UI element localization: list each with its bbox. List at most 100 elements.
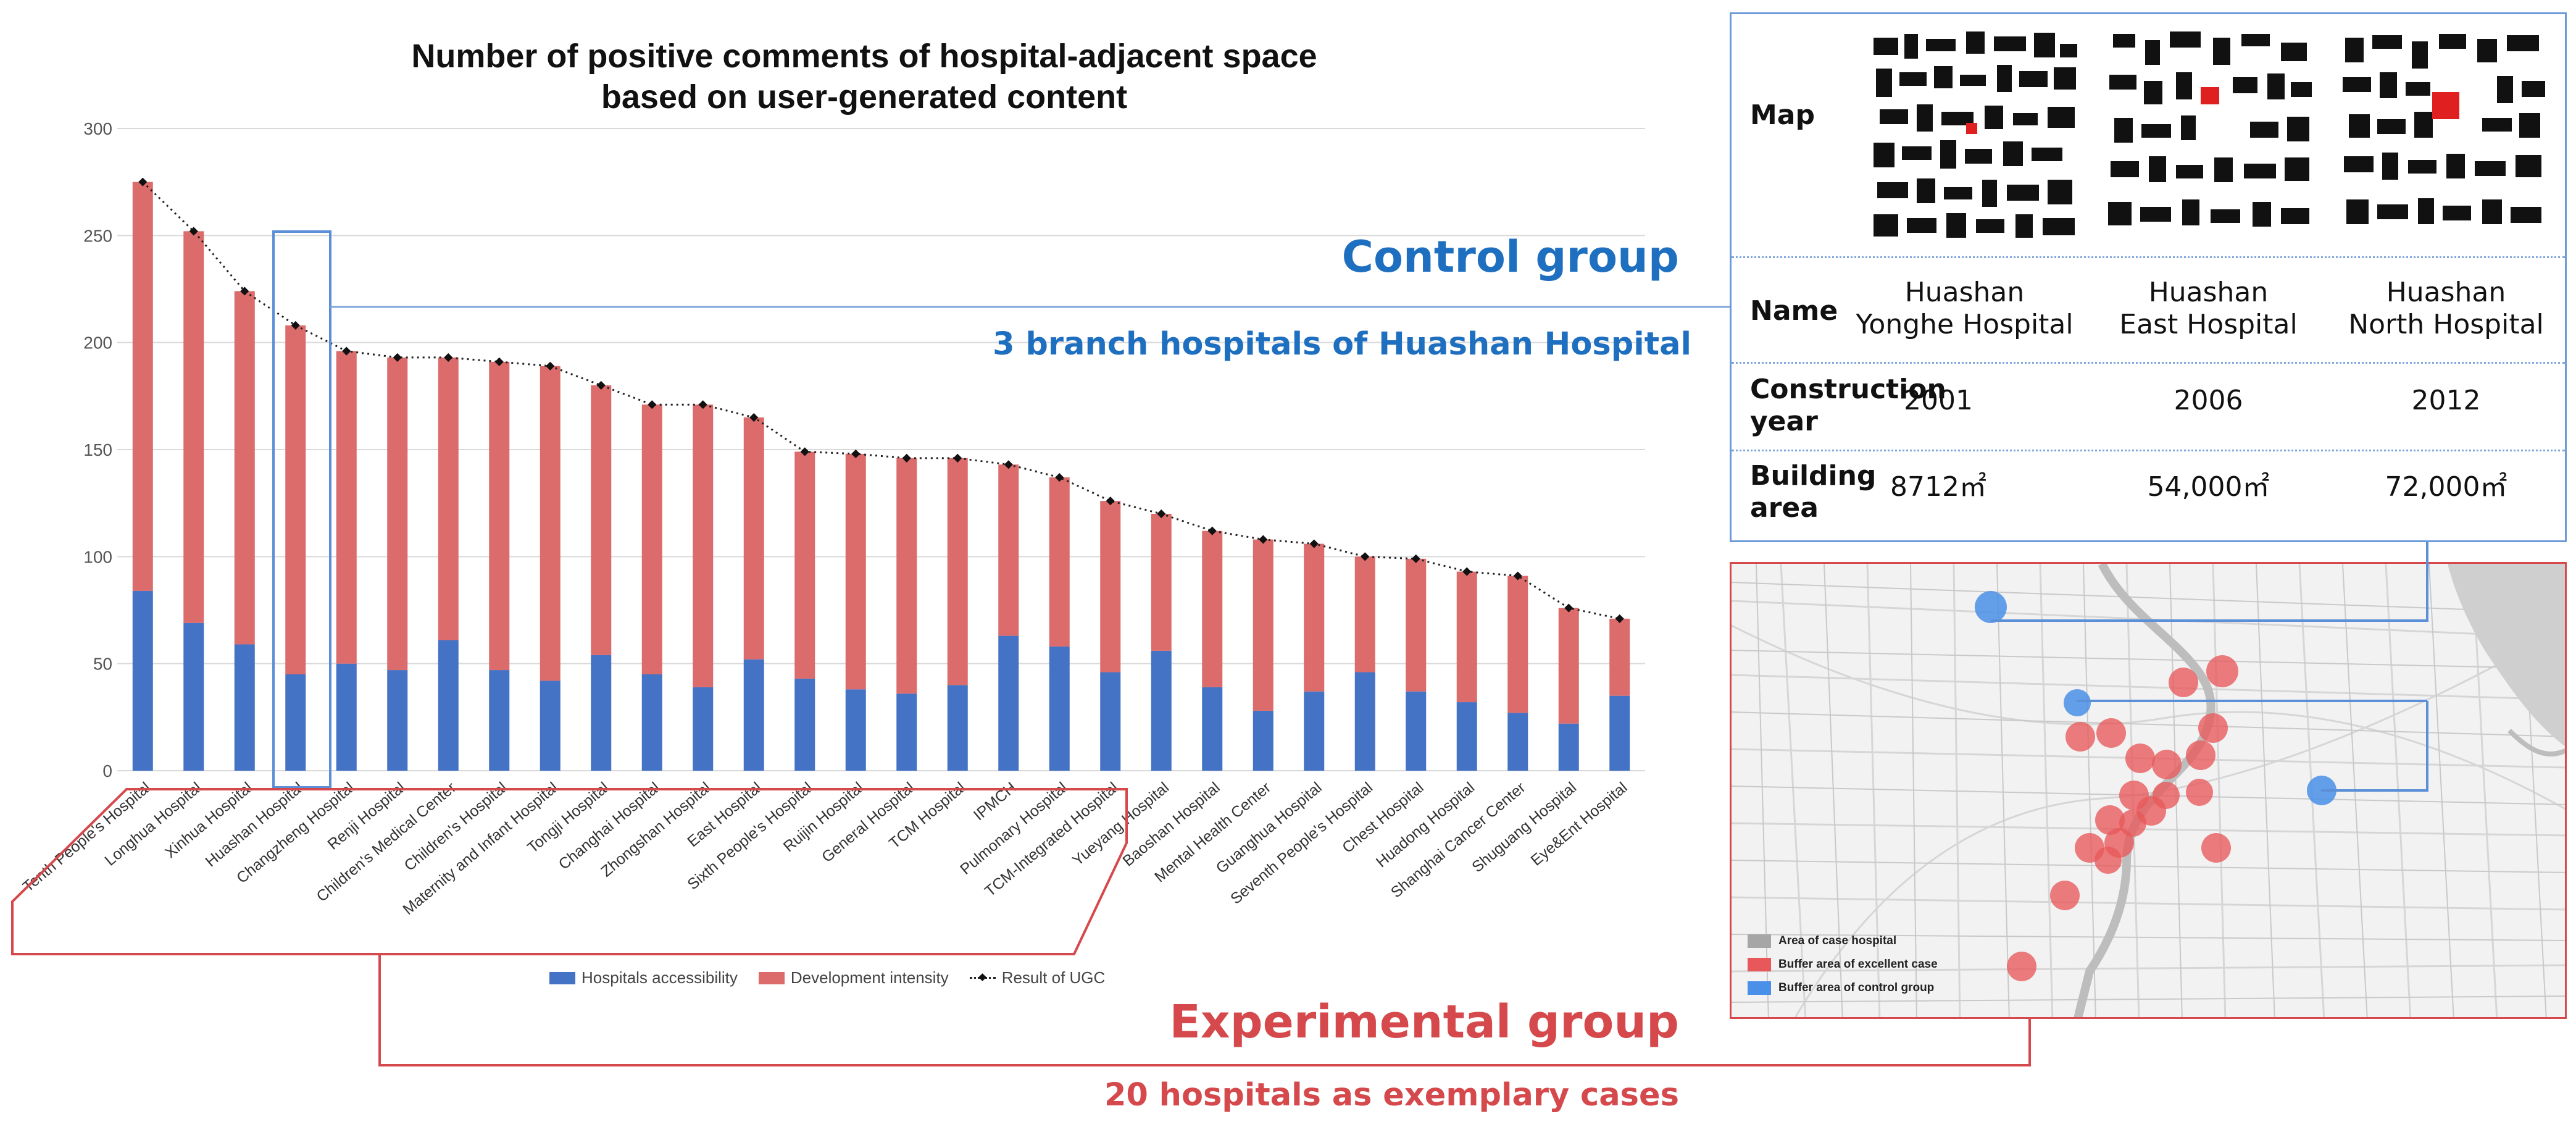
y-axis: 0 50 100 150 200 250 300 <box>83 119 112 781</box>
hospital-name-north-line2: North Hospital <box>2348 309 2544 340</box>
construction-label-line2: year <box>1750 406 1818 437</box>
bar-development-intensity <box>1354 556 1375 672</box>
bar-series <box>132 182 1630 771</box>
bar-development-intensity <box>1151 514 1172 651</box>
ugc-point <box>240 287 249 296</box>
control-group-info-panel: Map <box>1730 12 2567 542</box>
legend-label-ugc: Result of UGC <box>1001 968 1106 987</box>
ugc-point <box>1157 509 1166 519</box>
ugc-point <box>342 346 351 356</box>
table-divider-1 <box>1732 256 2565 258</box>
legend-swatch-blue <box>549 971 575 984</box>
bar-accessibility <box>896 693 917 771</box>
bar-accessibility <box>489 670 510 771</box>
bar-accessibility <box>1253 710 1273 771</box>
bar-accessibility <box>1406 691 1427 771</box>
legend-item-accessibility: Hospitals accessibility <box>549 968 738 987</box>
bar-development-intensity <box>132 182 153 591</box>
ugc-point <box>851 449 861 459</box>
bar-development-intensity <box>1456 571 1477 703</box>
bar-accessibility <box>1558 723 1579 771</box>
map-legend: Area of case hospital Buffer area of exc… <box>1748 929 1938 1000</box>
year-north: 2012 <box>2411 385 2481 416</box>
y-tick-label: 200 <box>83 333 112 353</box>
ugc-point <box>596 380 606 390</box>
bar-development-intensity <box>693 404 714 687</box>
bar-accessibility <box>183 622 204 771</box>
city-map-panel: Area of case hospital Buffer area of exc… <box>1730 562 2567 1019</box>
bar-development-intensity <box>1304 543 1325 692</box>
bar-development-intensity <box>387 357 408 671</box>
ugc-point <box>1055 472 1064 482</box>
bar-development-intensity <box>591 385 612 655</box>
bar-accessibility <box>438 640 459 771</box>
bar-accessibility <box>336 663 357 771</box>
year-east: 2006 <box>2174 385 2243 416</box>
bar-accessibility <box>540 681 561 771</box>
hospital-name-north: Huashan North Hospital <box>2327 277 2565 341</box>
area-label-line1: Building <box>1750 460 1877 492</box>
x-tick-label: IPMCH <box>970 779 1020 824</box>
chart-title: Number of positive comments of hospital-… <box>235 36 1494 117</box>
bar-development-intensity <box>1406 558 1427 692</box>
experimental-group-subtitle: 20 hospitals as exemplary cases <box>1104 1077 1679 1113</box>
bar-development-intensity <box>743 417 764 660</box>
bar-development-intensity <box>1049 477 1070 647</box>
bar-accessibility <box>1304 691 1325 771</box>
bar-development-intensity <box>794 451 815 679</box>
y-tick-label: 50 <box>93 655 112 674</box>
bar-accessibility <box>132 590 153 771</box>
control-group-subtitle: 3 branch hospitals of Huashan Hospital <box>993 326 1691 362</box>
x-tick-label: General Hospital <box>819 779 918 866</box>
map-legend-excellent-label: Buffer area of excellent case <box>1778 958 1938 971</box>
bar-development-intensity <box>336 351 357 664</box>
chart-title-line-2: based on user-generated content <box>601 78 1128 115</box>
hospital-name-east: Huashan East Hospital <box>2090 277 2327 341</box>
bar-accessibility <box>591 655 612 771</box>
construction-row-label: Construction year <box>1750 374 1946 438</box>
bar-development-intensity <box>438 357 459 640</box>
chart-gridlines <box>117 128 1645 771</box>
hospital-name-yonghe: Huashan Yonghe Hospital <box>1846 277 2083 341</box>
bar-accessibility <box>743 659 764 771</box>
chart-legend: Hospitals accessibility Development inte… <box>549 968 1105 987</box>
bar-development-intensity <box>845 453 866 690</box>
map-legend-control: Buffer area of control group <box>1748 976 1938 1000</box>
bar-accessibility <box>845 689 866 771</box>
hospital-name-east-line2: East Hospital <box>2119 309 2298 340</box>
legend-item-ugc: Result of UGC <box>969 968 1106 987</box>
legend-item-intensity: Development intensity <box>758 968 949 987</box>
bar-accessibility <box>1202 687 1223 771</box>
chart-title-line-1: Number of positive comments of hospital-… <box>411 38 1317 75</box>
y-tick-label: 100 <box>83 547 112 566</box>
y-tick-label: 150 <box>83 440 112 459</box>
ugc-point <box>1004 460 1013 469</box>
map-legend-swatch-blue <box>1748 981 1771 995</box>
ugc-line <box>142 181 1620 620</box>
table-divider-3 <box>1732 450 2565 451</box>
map-legend-case: Area of case hospital <box>1748 929 1938 953</box>
ugc-line-series <box>138 177 1624 623</box>
bar-accessibility <box>1354 672 1375 771</box>
map-row-label: Map <box>1750 99 1815 131</box>
control-group-title: Control group <box>1341 232 1679 282</box>
bar-accessibility <box>794 678 815 771</box>
ugc-point <box>648 400 657 409</box>
bar-accessibility <box>998 635 1019 771</box>
hospital-name-east-line1: Huashan <box>2148 277 2269 308</box>
bar-development-intensity <box>1507 576 1528 713</box>
north-map-thumbnail <box>2336 25 2551 243</box>
bar-accessibility <box>234 644 255 771</box>
bar-development-intensity <box>540 366 561 681</box>
ugc-point <box>546 361 555 371</box>
bar-accessibility <box>641 674 662 771</box>
bar-accessibility <box>1609 695 1630 771</box>
stacked-bar-chart: 0 50 100 150 200 250 300 Tenth People's Hospit… <box>20 119 1645 918</box>
ugc-point <box>953 453 962 463</box>
bar-accessibility <box>1151 650 1172 771</box>
bar-accessibility <box>285 674 306 771</box>
bar-development-intensity <box>998 464 1019 636</box>
ugc-point <box>494 357 504 366</box>
bar-development-intensity <box>1202 530 1223 687</box>
